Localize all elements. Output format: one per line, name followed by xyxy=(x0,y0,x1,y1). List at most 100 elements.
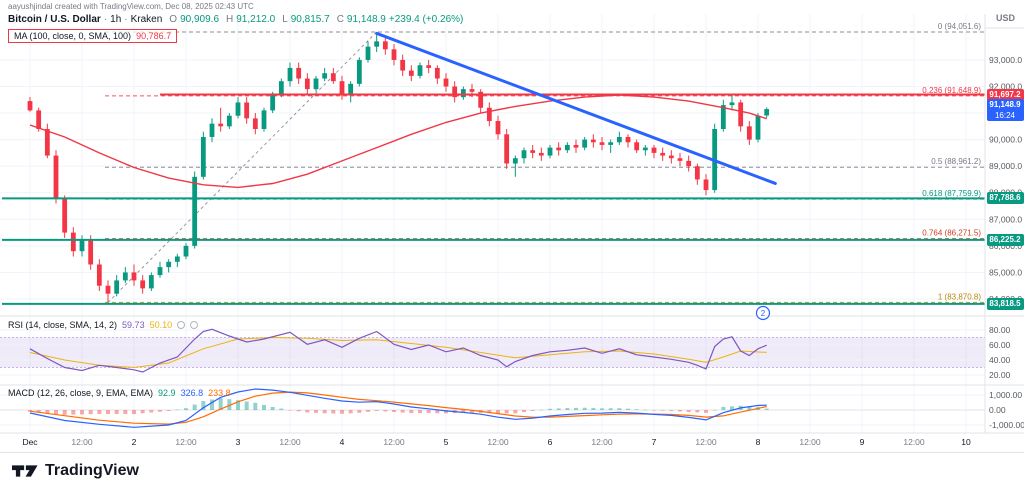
tradingview-logo[interactable]: TradingView xyxy=(12,462,139,480)
macd-hist-bar xyxy=(409,410,414,414)
trend-line[interactable] xyxy=(375,31,777,185)
rsi-tick-label: 40.00 xyxy=(989,355,1011,365)
high-value: 91,212.0 xyxy=(236,14,276,25)
macd-hist-bar xyxy=(374,410,379,411)
macd-hist-bar xyxy=(652,410,657,411)
ma100-line[interactable] xyxy=(29,94,767,189)
time-axis-label: 12:00 xyxy=(695,437,717,447)
candles-layer xyxy=(27,31,770,303)
price-tick-label: 85,000.0 xyxy=(989,267,1022,277)
high-label: H xyxy=(226,14,234,25)
rsi-indicator-legend[interactable]: RSI (14, close, SMA, 14, 2) 59.73 50.10 xyxy=(8,320,199,330)
currency-label[interactable]: USD xyxy=(995,13,1015,23)
interval-label[interactable]: 1h xyxy=(110,14,122,25)
candle-body xyxy=(460,89,466,98)
macd-hist-bar xyxy=(36,410,41,413)
fib-level-label: 0 (94,051.6) xyxy=(938,22,981,31)
candle-body xyxy=(478,91,484,108)
macd-hist-bar xyxy=(114,410,119,415)
exchange-label[interactable]: Kraken xyxy=(130,14,163,25)
candle-body xyxy=(686,160,692,167)
macd-hist-bar xyxy=(244,401,249,410)
low-label: L xyxy=(282,14,288,25)
price-tick-label: 91,000.0 xyxy=(989,108,1022,118)
attribution-text: aayushjindal created with TradingView.co… xyxy=(8,2,254,11)
price-tick-label: 88,000.0 xyxy=(989,188,1022,198)
candle-body xyxy=(183,245,189,257)
candle-body xyxy=(131,272,137,281)
candle-body xyxy=(278,81,284,95)
macd-hist-bar xyxy=(262,404,267,410)
macd-hist-value: 92.9 xyxy=(158,388,176,398)
macd-hist-bar xyxy=(626,408,631,410)
price-tick-label: 93,000.0 xyxy=(989,55,1022,65)
time-axis-label: Dec xyxy=(22,437,38,447)
macd-hist-bar xyxy=(253,402,258,410)
candle-body xyxy=(313,78,319,90)
ma-legend-label: MA (100, close, 0, SMA, 100) xyxy=(14,31,132,41)
macd-hist-bar xyxy=(140,410,145,414)
rsi-tick-label: 60.00 xyxy=(989,340,1011,350)
macd-hist-bar xyxy=(487,410,492,414)
candle-body xyxy=(625,136,631,143)
candle-body xyxy=(192,176,198,246)
macd-hist-bar xyxy=(88,410,93,415)
annotation-badge-icon[interactable] xyxy=(755,305,771,321)
macd-hist-bar xyxy=(357,410,362,413)
macd-hist-bar xyxy=(617,408,622,410)
change-value: +239.4 (+0.26%) xyxy=(388,14,464,25)
candle-body xyxy=(252,118,258,129)
symbol-legend[interactable]: Bitcoin / U.S. Dollar · 1h · Kraken O 90… xyxy=(8,14,463,25)
candle-body xyxy=(504,134,510,164)
macd-hist-bar xyxy=(565,408,570,410)
candle-body xyxy=(426,65,432,68)
price-tick-label: 89,000.0 xyxy=(989,161,1022,171)
macd-tick-label: 0.00 xyxy=(989,405,1006,415)
open-label: O xyxy=(169,14,178,25)
rsi-legend-label: RSI (14, close, SMA, 14, 2) xyxy=(8,320,118,330)
macd-indicator-legend[interactable]: MACD (12, 26, close, 9, EMA, EMA) 92.9 3… xyxy=(8,388,231,398)
time-axis-label: 12:00 xyxy=(279,437,301,447)
candle-body xyxy=(166,261,172,268)
candle-body xyxy=(244,102,250,119)
macd-hist-bar xyxy=(227,399,232,410)
macd-hist-bar xyxy=(461,410,466,413)
time-axis-label: 12:00 xyxy=(71,437,93,447)
macd-hist-bar xyxy=(80,410,85,415)
chart-canvas[interactable]: Dec 12:00 2 12:00 3 12:00 4 12:00 5 12:00 6 12:00 7 1… xyxy=(0,0,1024,452)
macd-line-value: 326.8 xyxy=(180,388,204,398)
rsi-value: 59.73 xyxy=(122,320,145,330)
macd-hist-bar xyxy=(149,410,154,413)
fib-level-label: 1 (83,870.8) xyxy=(938,292,981,301)
indicator-option-icon[interactable] xyxy=(177,321,186,329)
candle-body xyxy=(408,70,414,76)
candle-body xyxy=(235,102,241,116)
candle-body xyxy=(200,136,206,177)
macd-hist-bar xyxy=(348,410,353,414)
rsi-tick-label: 80.00 xyxy=(989,325,1011,335)
macd-hist-bar xyxy=(279,408,284,410)
macd-hist-bar xyxy=(608,408,613,410)
macd-histogram xyxy=(28,398,769,415)
candle-body xyxy=(755,115,761,140)
macd-hist-bar xyxy=(158,410,163,412)
time-axis-label: 10 xyxy=(961,437,971,447)
candle-body xyxy=(608,142,614,145)
macd-hist-bar xyxy=(470,410,475,413)
ma-indicator-legend[interactable]: MA (100, close, 0, SMA, 100) 90,786.7 xyxy=(8,29,178,43)
indicator-option-icon[interactable] xyxy=(190,321,199,329)
rsi-tick-label: 20.00 xyxy=(989,370,1011,380)
macd-hist-bar xyxy=(435,410,440,414)
candle-body xyxy=(764,109,770,116)
rsi-line xyxy=(29,328,767,373)
candle-body xyxy=(616,136,622,143)
macd-hist-bar xyxy=(539,409,544,411)
time-axis-label: 8 xyxy=(756,437,761,447)
candle-body xyxy=(417,65,423,76)
macd-hist-bar xyxy=(730,406,735,410)
candle-body xyxy=(88,240,94,265)
macd-hist-bar xyxy=(496,410,501,414)
candle-body xyxy=(148,275,154,289)
time-axis-label: 6 xyxy=(548,437,553,447)
symbol-name[interactable]: Bitcoin / U.S. Dollar xyxy=(8,14,101,25)
